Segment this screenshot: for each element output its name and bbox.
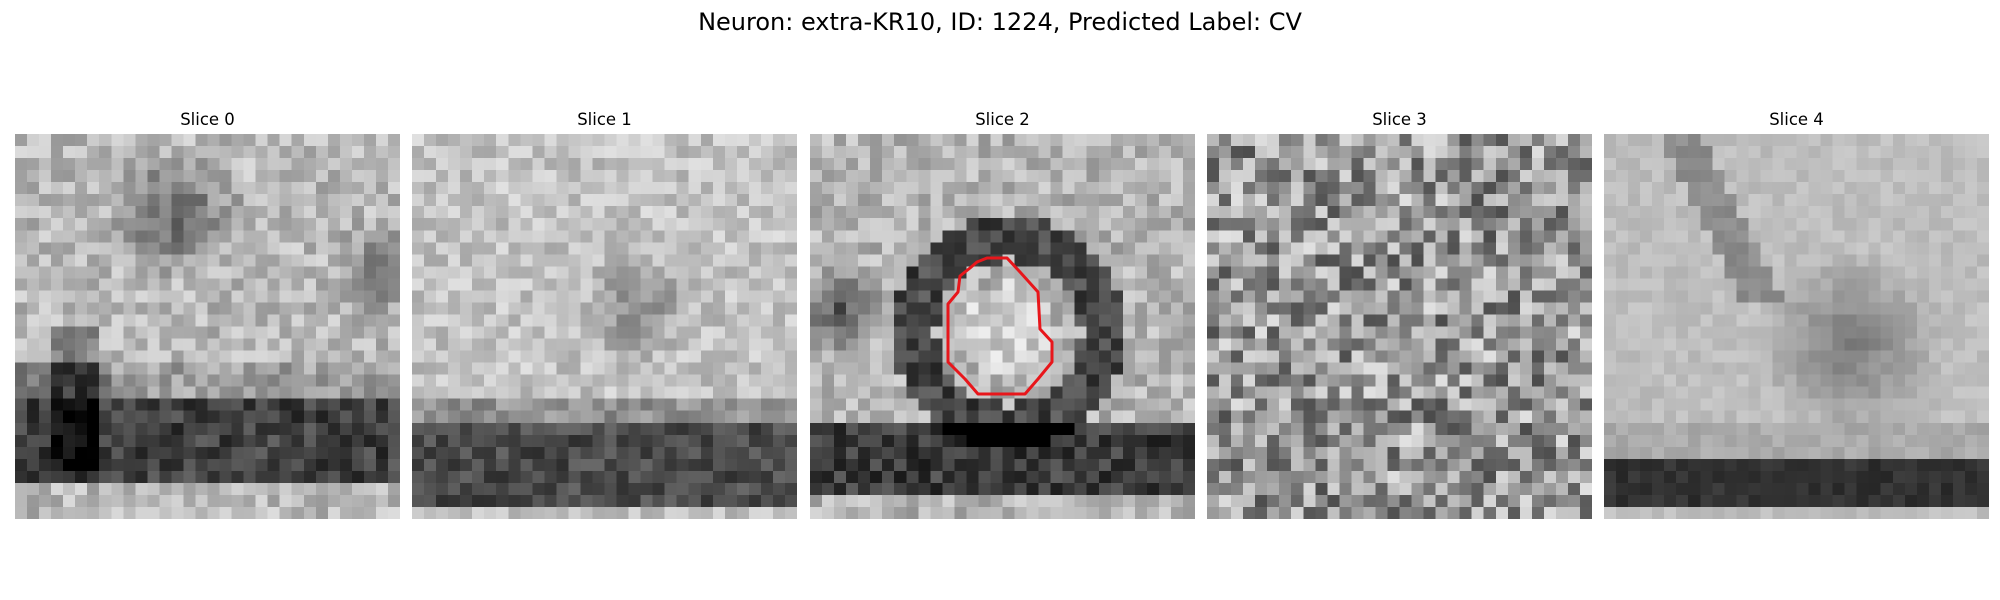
slice-title-4: Slice 4 <box>1769 110 1824 129</box>
slice-image-2 <box>810 134 1195 519</box>
slice-panel-0: Slice 0 <box>15 108 400 519</box>
slice-image-3 <box>1207 134 1592 519</box>
slice-image-4 <box>1604 134 1989 519</box>
segmentation-contour <box>946 256 1054 396</box>
slice-title-1: Slice 1 <box>577 110 632 129</box>
figure-title: Neuron: extra-KR10, ID: 1224, Predicted … <box>698 8 1302 36</box>
slice-title-0: Slice 0 <box>180 110 235 129</box>
slice-panel-1: Slice 1 <box>412 108 797 519</box>
slice-image-0 <box>15 134 400 519</box>
slice-panel-4: Slice 4 <box>1604 108 1989 519</box>
slice-title-2: Slice 2 <box>975 110 1030 129</box>
slice-image-1 <box>412 134 797 519</box>
slice-panel-2: Slice 2 <box>810 108 1195 519</box>
slice-panel-3: Slice 3 <box>1207 108 1592 519</box>
slice-title-3: Slice 3 <box>1372 110 1427 129</box>
contour-outline <box>946 256 1054 396</box>
